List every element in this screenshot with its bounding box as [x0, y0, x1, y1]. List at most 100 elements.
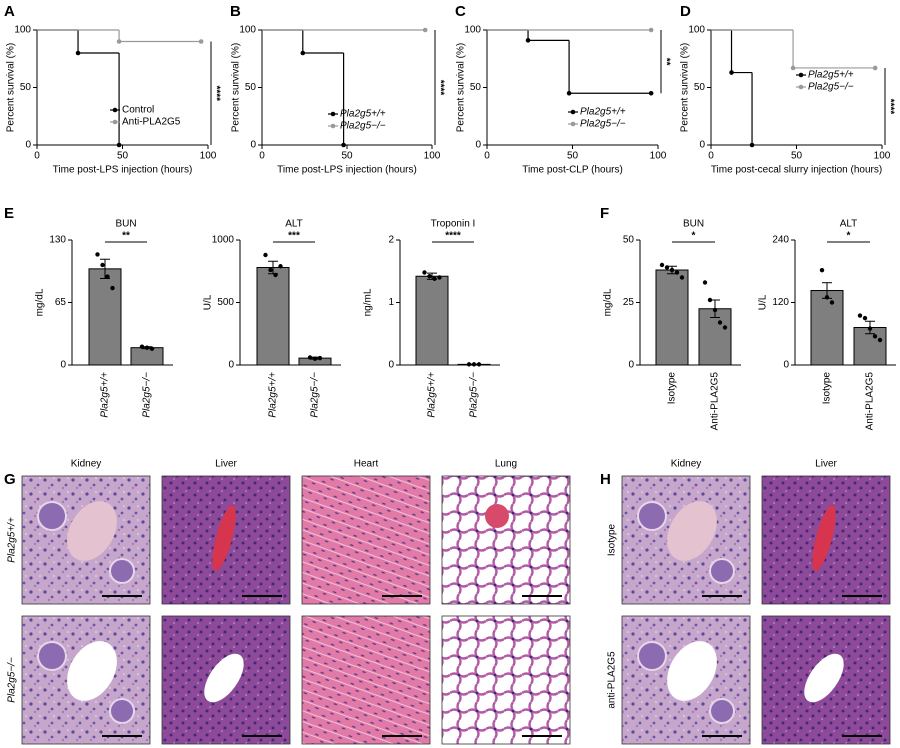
glomerulus [109, 698, 135, 724]
x-tick-label: 100 [424, 151, 441, 162]
glomerulus [709, 698, 735, 724]
y-tick-label: 50 [623, 235, 635, 246]
y-tick-label: 100 [239, 25, 256, 36]
legend-marker [330, 123, 336, 129]
row-label: anti-PLA2G5 [607, 651, 618, 709]
column-label: Kidney [71, 459, 102, 470]
data-point [829, 300, 835, 305]
histology-image [161, 615, 291, 745]
y-tick-label: 100 [688, 25, 705, 36]
x-tick-label: 50 [791, 151, 803, 162]
x-tick-label: Pla2g5−/− [142, 372, 153, 418]
x-tick-label: 100 [874, 151, 891, 162]
histology-image [161, 475, 291, 605]
legend-label: Pla2g5−/− [340, 121, 386, 132]
survival-point [648, 90, 654, 96]
histology-image [761, 615, 891, 745]
x-tick-label: Pla2g5−/− [469, 372, 480, 418]
histology-image [21, 615, 151, 745]
survival-point [75, 50, 81, 56]
column-label: Liver [215, 459, 237, 470]
legend-marker [112, 107, 118, 113]
bar [853, 327, 887, 366]
x-tick-label: 0 [484, 151, 490, 162]
legend-marker [570, 109, 576, 115]
histology-image [761, 475, 891, 605]
tissue [301, 475, 431, 605]
data-point [307, 355, 313, 360]
data-point [105, 274, 110, 279]
y-tick-label: 100 [14, 25, 31, 36]
data-point [872, 334, 878, 339]
tissue [441, 615, 571, 745]
y-tick-label: 50 [470, 82, 482, 93]
survival-point [749, 142, 755, 148]
x-tick-label: 50 [117, 151, 129, 162]
bar [88, 268, 122, 366]
glomerulus [637, 501, 667, 531]
panel-label: C [455, 3, 466, 20]
y-axis-label: Percent survival (%) [456, 43, 467, 132]
chart-title: ALT [840, 219, 858, 230]
y-tick-label: 0 [628, 360, 634, 371]
x-tick-label: 0 [259, 151, 265, 162]
tissue [441, 475, 571, 605]
column-label: Heart [354, 459, 379, 470]
x-axis-label: Time post-cecal slurry injection (hours) [711, 165, 882, 176]
survival-point [872, 65, 878, 71]
glomerulus [709, 558, 735, 584]
y-tick-label: 0 [475, 140, 481, 151]
significance: *** [288, 231, 300, 242]
survival-point [648, 27, 654, 33]
y-tick-label: 0 [250, 140, 256, 151]
data-point [669, 267, 675, 273]
significance: * [847, 231, 851, 242]
y-tick-label: 65 [55, 297, 67, 308]
vessel [667, 641, 717, 701]
legend-marker [570, 121, 576, 127]
data-point [471, 362, 477, 367]
legend-label: Pla2g5+/+ [340, 109, 386, 120]
x-tick-label: 50 [567, 151, 579, 162]
glomerulus [109, 558, 135, 584]
y-tick-label: 50 [20, 82, 32, 93]
legend-label: Pla2g5−/− [580, 119, 626, 130]
legend-marker [330, 111, 336, 117]
y-axis-label: U/L [758, 294, 769, 310]
chart-title: Troponin I [431, 219, 476, 230]
legend-label: Pla2g5+/+ [580, 107, 626, 118]
significance: **** [210, 85, 221, 101]
y-tick-label: 0 [388, 360, 394, 371]
x-tick-label: 100 [200, 151, 217, 162]
significance: **** [434, 80, 445, 96]
data-point [664, 265, 670, 270]
data-point [268, 267, 273, 273]
column-label: Liver [815, 459, 837, 470]
y-tick-label: 240 [772, 235, 789, 246]
histology-image [21, 475, 151, 605]
x-tick-label: Pla2g5+/+ [100, 372, 111, 418]
bar [415, 275, 449, 366]
bar [130, 347, 164, 366]
data-point [857, 313, 863, 318]
data-point [144, 345, 150, 350]
data-point [278, 264, 283, 269]
x-tick-label: Isotype [822, 372, 833, 405]
significance: ** [122, 231, 130, 242]
data-point [862, 315, 868, 321]
column-label: Kidney [671, 459, 702, 470]
row-label: Pla2g5+/+ [7, 517, 18, 563]
x-axis-label: Time post-LPS injection (hours) [277, 165, 417, 176]
survival-point [198, 39, 204, 44]
vessel [667, 501, 717, 561]
vessel [204, 653, 244, 703]
x-tick-label: Pla2g5−/− [310, 372, 321, 418]
panel-label: A [4, 3, 15, 20]
y-axis-label: mg/dL [603, 288, 614, 316]
data-point [100, 262, 105, 268]
data-point [273, 272, 278, 278]
significance: **** [884, 99, 895, 115]
legend-label: Pla2g5+/+ [808, 70, 854, 81]
x-tick-label: 50 [341, 151, 353, 162]
glomerulus [637, 641, 667, 671]
